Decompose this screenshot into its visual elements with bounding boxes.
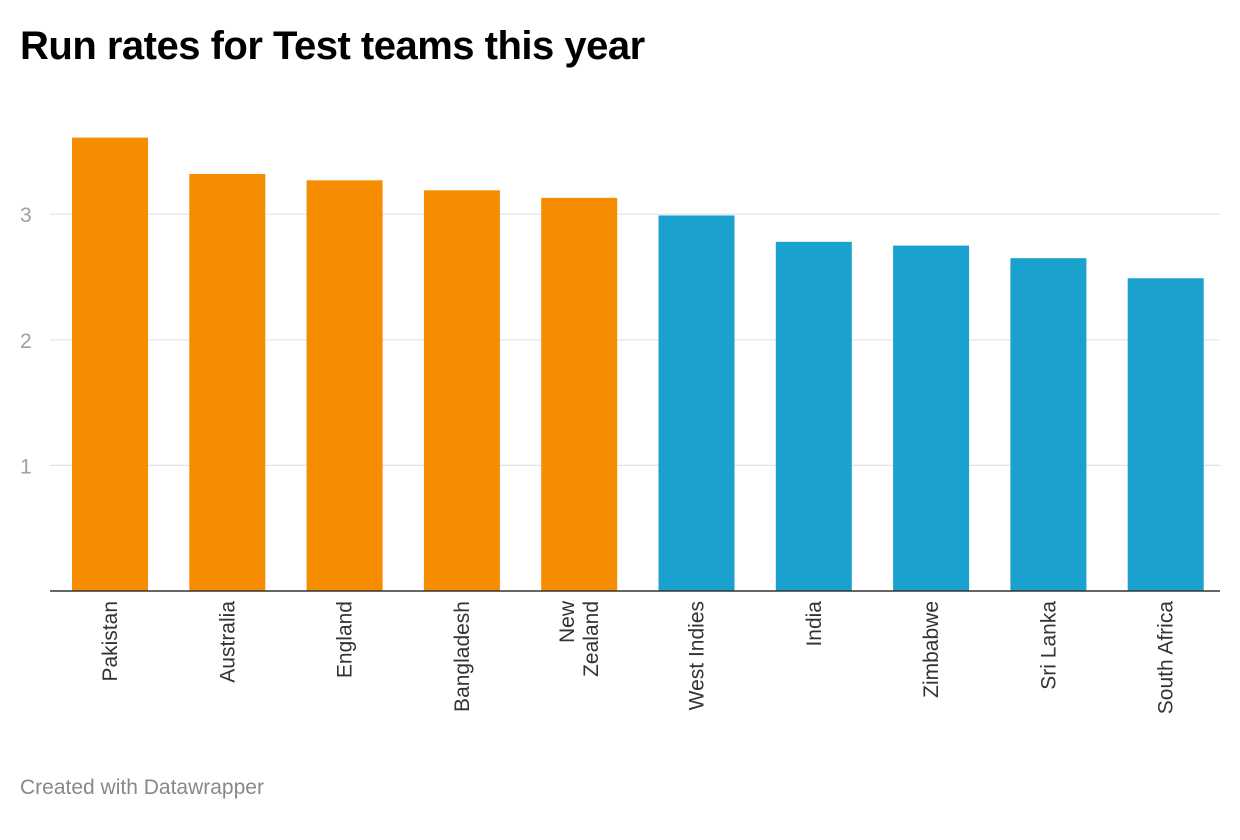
x-tick-label: India	[803, 601, 826, 647]
x-axis-labels: Pakistan Australia England Bangladesh New Zea…	[99, 600, 1178, 714]
bar-new-zealand	[541, 197, 618, 591]
bar-south-africa	[1127, 278, 1204, 591]
bar-england	[306, 180, 383, 591]
x-tick-label: Zealand	[580, 601, 603, 677]
bar-west-indies	[658, 215, 735, 591]
bar-sri-lanka	[1010, 258, 1087, 591]
bar-india	[775, 241, 852, 591]
bar-australia	[189, 174, 266, 591]
x-tick-label: West Indies	[686, 601, 709, 710]
y-tick-label: 1	[20, 455, 32, 478]
y-tick-label: 3	[20, 204, 32, 227]
bars	[72, 137, 1204, 592]
bar-bangladesh	[423, 190, 500, 591]
y-axis-ticks: 1 2 3	[20, 204, 32, 478]
x-tick-label: Pakistan	[99, 601, 122, 682]
y-tick-label: 2	[20, 330, 32, 353]
x-tick-label: South Africa	[1155, 601, 1178, 715]
bar-zimbabwe	[893, 245, 970, 591]
x-tick-label: Zimbabwe	[920, 601, 943, 698]
footer-credit: Created with Datawrapper	[20, 776, 264, 799]
x-tick-label: Sri Lanka	[1037, 601, 1060, 690]
x-tick-label: Australia	[216, 601, 239, 683]
x-tick-label: New	[556, 600, 579, 643]
x-tick-label: England	[334, 601, 357, 678]
x-tick-label: Bangladesh	[451, 601, 474, 712]
chart-title: Run rates for Test teams this year	[20, 24, 645, 68]
bar-pakistan	[72, 137, 148, 592]
